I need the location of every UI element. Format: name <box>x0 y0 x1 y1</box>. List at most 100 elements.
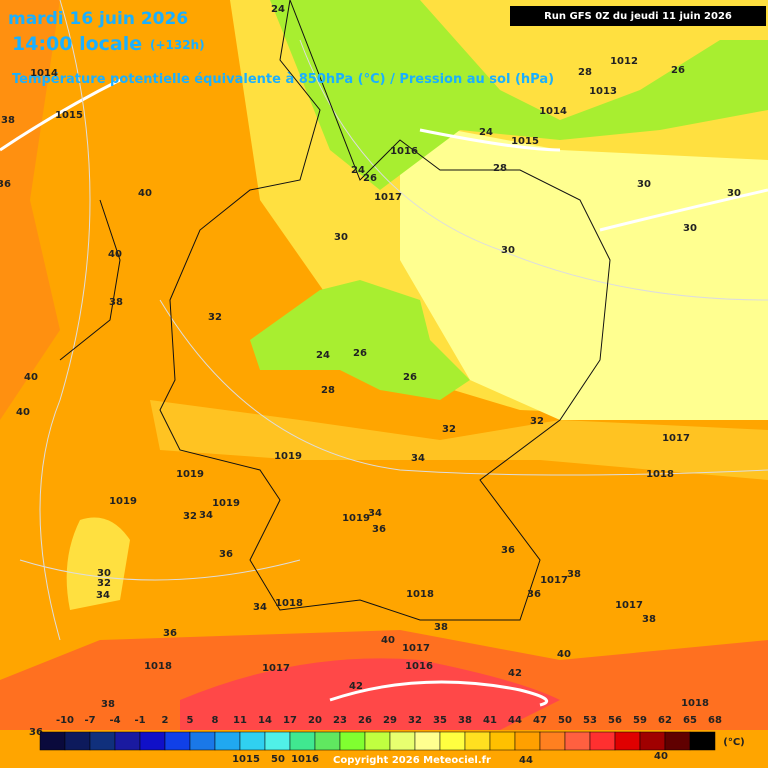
map-label: 1017 <box>402 643 430 654</box>
map-label: 38 <box>434 622 448 633</box>
colorbar-swatch <box>664 731 691 751</box>
colorbar-tick-label: 59 <box>633 715 647 726</box>
map-label: 38 <box>101 699 115 710</box>
map-label: 36 <box>219 549 233 560</box>
colorbar-swatch <box>514 731 541 751</box>
map-label: 1013 <box>589 86 617 97</box>
map-label: 32 <box>183 511 197 522</box>
map-label: 1016 <box>291 754 319 765</box>
map-label: 26 <box>403 372 417 383</box>
colorbar-tick-label: 41 <box>483 715 497 726</box>
colorbar-tick-label: -7 <box>84 715 95 726</box>
map-label: 50 <box>271 754 285 765</box>
colorbar-swatch <box>364 731 391 751</box>
field-red-south <box>180 658 560 730</box>
map-label: 26 <box>353 348 367 359</box>
map-label: 1015 <box>232 754 260 765</box>
colorbar-tick-label: -1 <box>134 715 145 726</box>
colorbar-swatch <box>339 731 366 751</box>
run-info: Run GFS 0Z du jeudi 11 juin 2026 <box>544 11 732 22</box>
map-label: 1018 <box>406 589 434 600</box>
colorbar-tick-label: 44 <box>508 715 522 726</box>
colorbar-swatch <box>689 731 716 751</box>
colorbar-tick-label: 62 <box>658 715 672 726</box>
map-label: 36 <box>29 727 43 738</box>
map-label: 32 <box>530 416 544 427</box>
colorbar-swatch <box>139 731 166 751</box>
field-yellow-west <box>66 517 130 610</box>
map-label: 26 <box>363 173 377 184</box>
colorbar-tick-label: -10 <box>56 715 74 726</box>
map-label: 36 <box>501 545 515 556</box>
map-label: 1012 <box>610 56 638 67</box>
colorbar-tick-label: 53 <box>583 715 597 726</box>
map-label: 28 <box>493 163 507 174</box>
map-label: 1016 <box>405 661 433 672</box>
field-green-center <box>250 280 470 400</box>
map-label: 24 <box>316 350 330 361</box>
colorbar-tick-label: 68 <box>708 715 722 726</box>
colorbar-swatch <box>639 731 666 751</box>
map-label: 1017 <box>615 600 643 611</box>
colorbar-swatch <box>289 731 316 751</box>
colorbar-swatch <box>89 731 116 751</box>
colorbar-swatch <box>564 731 591 751</box>
colorbar-swatch <box>114 731 141 751</box>
field-green-north <box>270 0 768 190</box>
colorbar-swatch <box>164 731 191 751</box>
colorbar-swatch <box>539 731 566 751</box>
map-label: 40 <box>654 751 668 762</box>
map-label: 1019 <box>176 469 204 480</box>
colorbar-tick-label: -4 <box>109 715 120 726</box>
map-label: 38 <box>567 569 581 580</box>
map-label: 32 <box>208 312 222 323</box>
map-label: 34 <box>253 602 267 613</box>
map-label: 1017 <box>262 663 290 674</box>
colorbar-tick-label: 29 <box>383 715 397 726</box>
map-label: 36 <box>372 524 386 535</box>
map-label: 30 <box>97 568 111 579</box>
map-label: 1016 <box>390 146 418 157</box>
map-label: 1019 <box>342 513 370 524</box>
map-label: 38 <box>109 297 123 308</box>
map-label: 36 <box>527 589 541 600</box>
colorbar-swatch <box>589 731 616 751</box>
isotherm-line <box>19 0 768 641</box>
date: mardi 16 juin 2026 <box>8 9 188 29</box>
map-label: 30 <box>683 223 697 234</box>
colorbar-tick-label: 8 <box>212 715 219 726</box>
map-label: 1017 <box>662 433 690 444</box>
colorbar-tick-label: 56 <box>608 715 622 726</box>
map-label: 32 <box>97 578 111 589</box>
map-label: 34 <box>96 590 110 601</box>
colorbar-tick-label: 20 <box>308 715 322 726</box>
map-label: 40 <box>24 372 38 383</box>
field-pale-yellow <box>400 120 768 420</box>
colorbar-tick-label: 35 <box>433 715 447 726</box>
map-label: 1015 <box>55 110 83 121</box>
map-label: 36 <box>163 628 177 639</box>
map-label: 24 <box>351 165 365 176</box>
map-label: 42 <box>349 681 363 692</box>
map-label: 40 <box>138 188 152 199</box>
colorbar-tick-label: 47 <box>533 715 547 726</box>
colorbar-tick-label: 26 <box>358 715 372 726</box>
map-label: 1015 <box>511 136 539 147</box>
map-label: 1019 <box>212 498 240 509</box>
map-label: 1019 <box>109 496 137 507</box>
colorbar-swatch <box>189 731 216 751</box>
map-label: 1019 <box>274 451 302 462</box>
isobar-main <box>0 78 768 707</box>
colorbar-tick-label: 32 <box>408 715 422 726</box>
colorbar-unit: (°C) <box>723 737 744 748</box>
map-label: 40 <box>557 649 571 660</box>
colorbar-tick-label: 65 <box>683 715 697 726</box>
map-label: 24 <box>479 127 493 138</box>
map-label: 1017 <box>540 575 568 586</box>
map-label: 34 <box>199 510 213 521</box>
map-label: 24 <box>271 4 285 15</box>
colorbar-swatch <box>214 731 241 751</box>
colorbar-swatch <box>239 731 266 751</box>
run-box <box>510 6 766 26</box>
